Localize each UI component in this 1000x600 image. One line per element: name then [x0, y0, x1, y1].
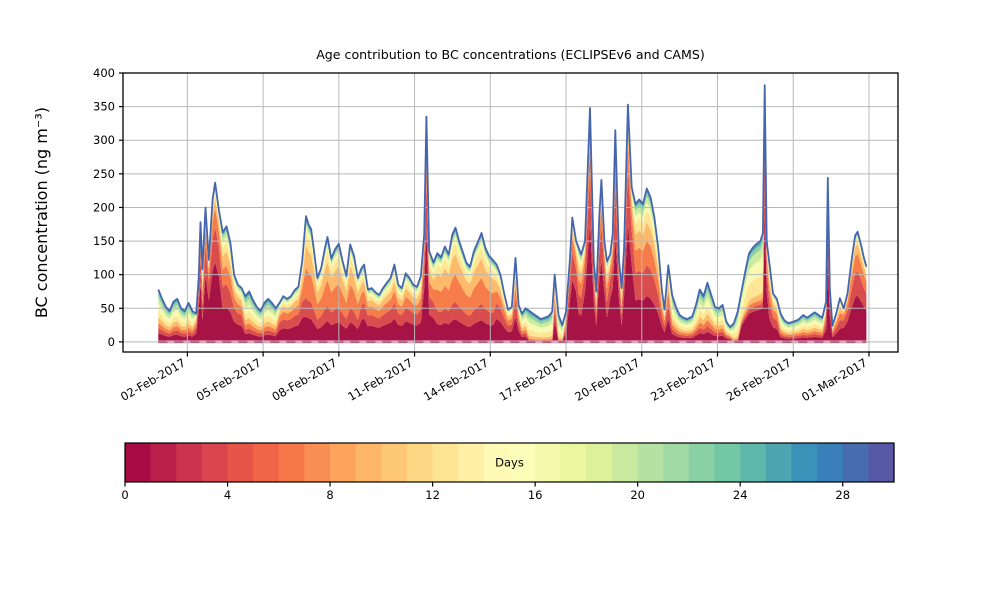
x-tick-label: 14-Feb-2017 [421, 355, 491, 403]
colorbar-segment [688, 443, 716, 482]
colorbar-segment [765, 443, 793, 482]
total-concentration-line [157, 84, 868, 328]
colorbar-tick-label: 4 [224, 488, 231, 502]
colorbar-segment [201, 443, 229, 482]
y-tick-label: 350 [93, 100, 115, 114]
colorbar-tick-label: 20 [630, 488, 645, 502]
colorbar-segment [330, 443, 357, 482]
colorbar-title: Days [495, 456, 524, 470]
colorbar-segment [432, 443, 459, 482]
colorbar-segment [535, 443, 562, 482]
colorbar-segment [304, 443, 331, 482]
chart-title: Age contribution to BC concentrations (E… [316, 47, 705, 62]
x-tick-label: 26-Feb-2017 [724, 355, 794, 403]
colorbar-segment [406, 443, 434, 482]
colorbar-segment [483, 443, 511, 482]
colorbar-segment [663, 443, 690, 482]
y-axis-label: BC concentration (ng m⁻³) [30, 73, 52, 352]
colorbar-segment [150, 443, 177, 482]
colorbar-segment [381, 443, 408, 482]
colorbar-segment [176, 443, 203, 482]
colorbar-segment [740, 443, 767, 482]
y-tick-label: 150 [93, 234, 115, 248]
colorbar-tick-label: 24 [733, 488, 748, 502]
y-tick-label: 250 [93, 167, 115, 181]
colorbar-segment [253, 443, 280, 482]
colorbar-frame [124, 442, 895, 483]
colorbar-segment [227, 443, 254, 482]
y-tick-label: 0 [108, 335, 115, 349]
age-band-area-9-12d [158, 110, 867, 341]
colorbar-segment [125, 443, 152, 482]
colorbar-segment [714, 443, 741, 482]
y-tick-label: 50 [100, 301, 115, 315]
y-tick-label: 100 [93, 268, 115, 282]
x-tick-label: 08-Feb-2017 [269, 355, 339, 403]
colorbar-segment [791, 443, 818, 482]
colorbar-segment [560, 443, 587, 482]
x-tick-label: 20-Feb-2017 [572, 355, 642, 403]
age-band-area-6-9d [158, 126, 867, 342]
x-tick-label: 01-Mar-2017 [799, 355, 869, 404]
x-tick-label: 11-Feb-2017 [345, 355, 415, 403]
colorbar-segment [868, 443, 895, 482]
y-tick-label: 300 [93, 133, 115, 147]
colorbar-segment [586, 443, 613, 482]
colorbar-segment [637, 443, 664, 482]
colorbar-tick-label: 16 [528, 488, 543, 502]
y-axis-label-text: BC concentration (ng m⁻³) [31, 106, 51, 319]
colorbar-segment [509, 443, 536, 482]
x-tick-label: 02-Feb-2017 [118, 355, 188, 403]
x-tick-label: 05-Feb-2017 [194, 355, 264, 403]
colorbar-segment [842, 443, 869, 482]
y-tick-label: 200 [93, 200, 115, 214]
x-tick-label: 17-Feb-2017 [497, 355, 567, 403]
colorbar-segment [817, 443, 844, 482]
y-tick-label: 400 [93, 66, 115, 80]
age-band-area-0-3d [158, 213, 867, 342]
colorbar-tick-label: 28 [835, 488, 850, 502]
colorbar-tick-label: 12 [425, 488, 440, 502]
colorbar-tick-label: 0 [121, 488, 128, 502]
colorbar-tick-label: 8 [326, 488, 333, 502]
colorbar-segment [355, 443, 382, 482]
axes-frame [122, 72, 899, 353]
colorbar-segment [278, 443, 306, 482]
colorbar-segment [458, 443, 485, 482]
x-tick-label: 23-Feb-2017 [648, 355, 718, 403]
colorbar-segment [612, 443, 639, 482]
